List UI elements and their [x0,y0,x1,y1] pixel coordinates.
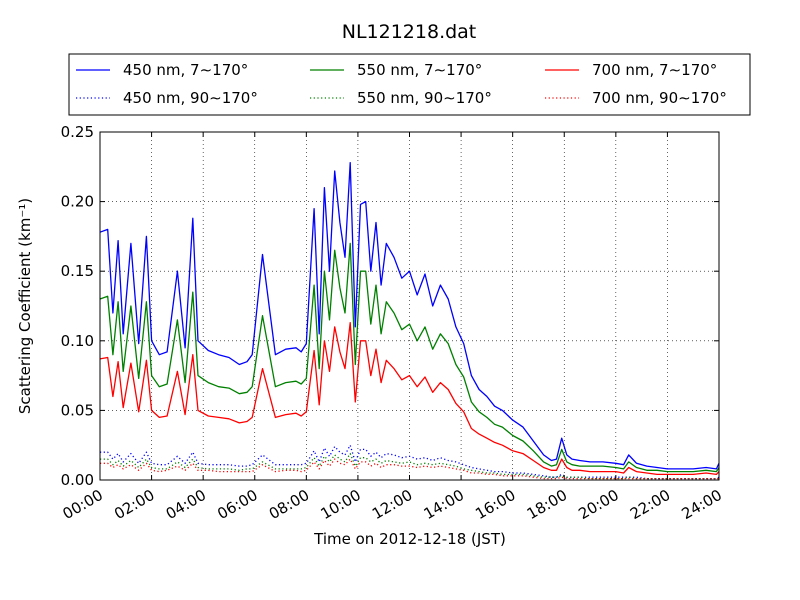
series-line-2 [99,322,720,476]
x-tick-label: 06:00 [214,486,260,523]
legend-label-0: 450 nm, 7∼170° [123,61,248,79]
x-tick-label: 10:00 [317,486,363,523]
x-tick-label: 18:00 [524,486,570,523]
series-line-0 [99,161,720,470]
legend-label-3: 450 nm, 90∼170° [123,89,258,107]
legend-box [68,53,751,116]
legend-label-2: 700 nm, 7∼170° [592,61,717,79]
x-tick-label: 22:00 [627,486,673,523]
y-tick-label: 0.15 [61,262,94,280]
grid [100,132,719,480]
x-tick-label: 02:00 [111,486,157,523]
x-axis-label: Time on 2012-12-18 (JST) [313,530,506,548]
x-tick-label: 24:00 [679,486,725,523]
legend: 450 nm, 7∼170° 450 nm, 90∼170° 550 nm, 7∼1… [68,53,751,116]
y-tick-label: 0.00 [61,471,94,489]
y-tick-label: 0.25 [61,123,94,141]
x-tick-label: 14:00 [421,486,467,523]
legend-label-5: 700 nm, 90∼170° [592,89,727,107]
legend-label-4: 550 nm, 90∼170° [357,89,492,107]
axis-ticks: 00:00 02:00 04:00 06:00 08:00 10:00 12:00 14:00… [60,123,725,523]
y-tick-label: 0.10 [61,332,94,350]
series-line-3 [100,444,720,480]
x-tick-label: 12:00 [369,486,415,523]
series-group [99,161,720,480]
x-tick-label: 08:00 [266,486,312,523]
x-tick-label: 20:00 [575,486,621,523]
y-tick-label: 0.20 [61,193,94,211]
y-tick-label: 0.05 [61,401,94,419]
x-tick-label: 00:00 [60,486,106,523]
series-line-1 [99,242,720,473]
x-tick-label: 16:00 [472,486,518,523]
chart-title: NL121218.dat [342,21,477,43]
x-tick-label: 04:00 [163,486,209,523]
series-line-4 [100,452,719,480]
legend-label-1: 550 nm, 7∼170° [357,61,482,79]
y-axis-label: Scattering Coefficient (km⁻¹) [16,198,34,414]
